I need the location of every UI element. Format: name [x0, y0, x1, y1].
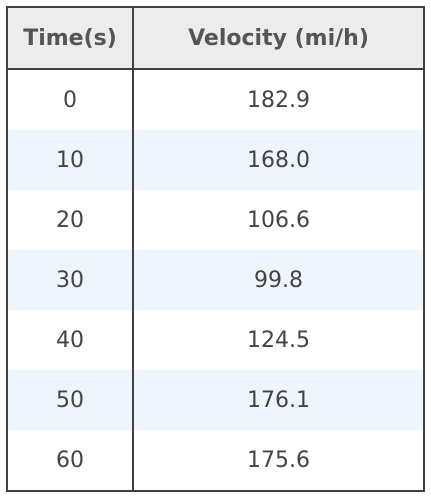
velocity-cell: 106.6 [133, 190, 423, 250]
table-row: 10 168.0 [8, 130, 423, 190]
header-time: Time(s) [8, 8, 134, 70]
table-header: Time(s) Velocity (mi/h) [8, 8, 423, 70]
table-row: 30 99.8 [8, 250, 423, 310]
table-row: 40 124.5 [8, 310, 423, 370]
header-row: Time(s) Velocity (mi/h) [8, 8, 423, 70]
time-cell: 0 [8, 69, 134, 130]
velocity-cell: 175.6 [133, 430, 423, 490]
table-row: 0 182.9 [8, 69, 423, 130]
table-row: 50 176.1 [8, 370, 423, 430]
velocity-cell: 124.5 [133, 310, 423, 370]
time-velocity-table: Time(s) Velocity (mi/h) 0 182.9 10 168.0… [8, 8, 423, 490]
time-cell: 40 [8, 310, 134, 370]
time-cell: 60 [8, 430, 134, 490]
time-cell: 10 [8, 130, 134, 190]
table-row: 20 106.6 [8, 190, 423, 250]
velocity-cell: 182.9 [133, 69, 423, 130]
velocity-cell: 168.0 [133, 130, 423, 190]
data-table: Time(s) Velocity (mi/h) 0 182.9 10 168.0… [6, 6, 425, 492]
velocity-cell: 176.1 [133, 370, 423, 430]
table-row: 60 175.6 [8, 430, 423, 490]
time-cell: 50 [8, 370, 134, 430]
header-velocity: Velocity (mi/h) [133, 8, 423, 70]
table-body: 0 182.9 10 168.0 20 106.6 30 99.8 40 124… [8, 69, 423, 490]
time-cell: 30 [8, 250, 134, 310]
time-cell: 20 [8, 190, 134, 250]
velocity-cell: 99.8 [133, 250, 423, 310]
